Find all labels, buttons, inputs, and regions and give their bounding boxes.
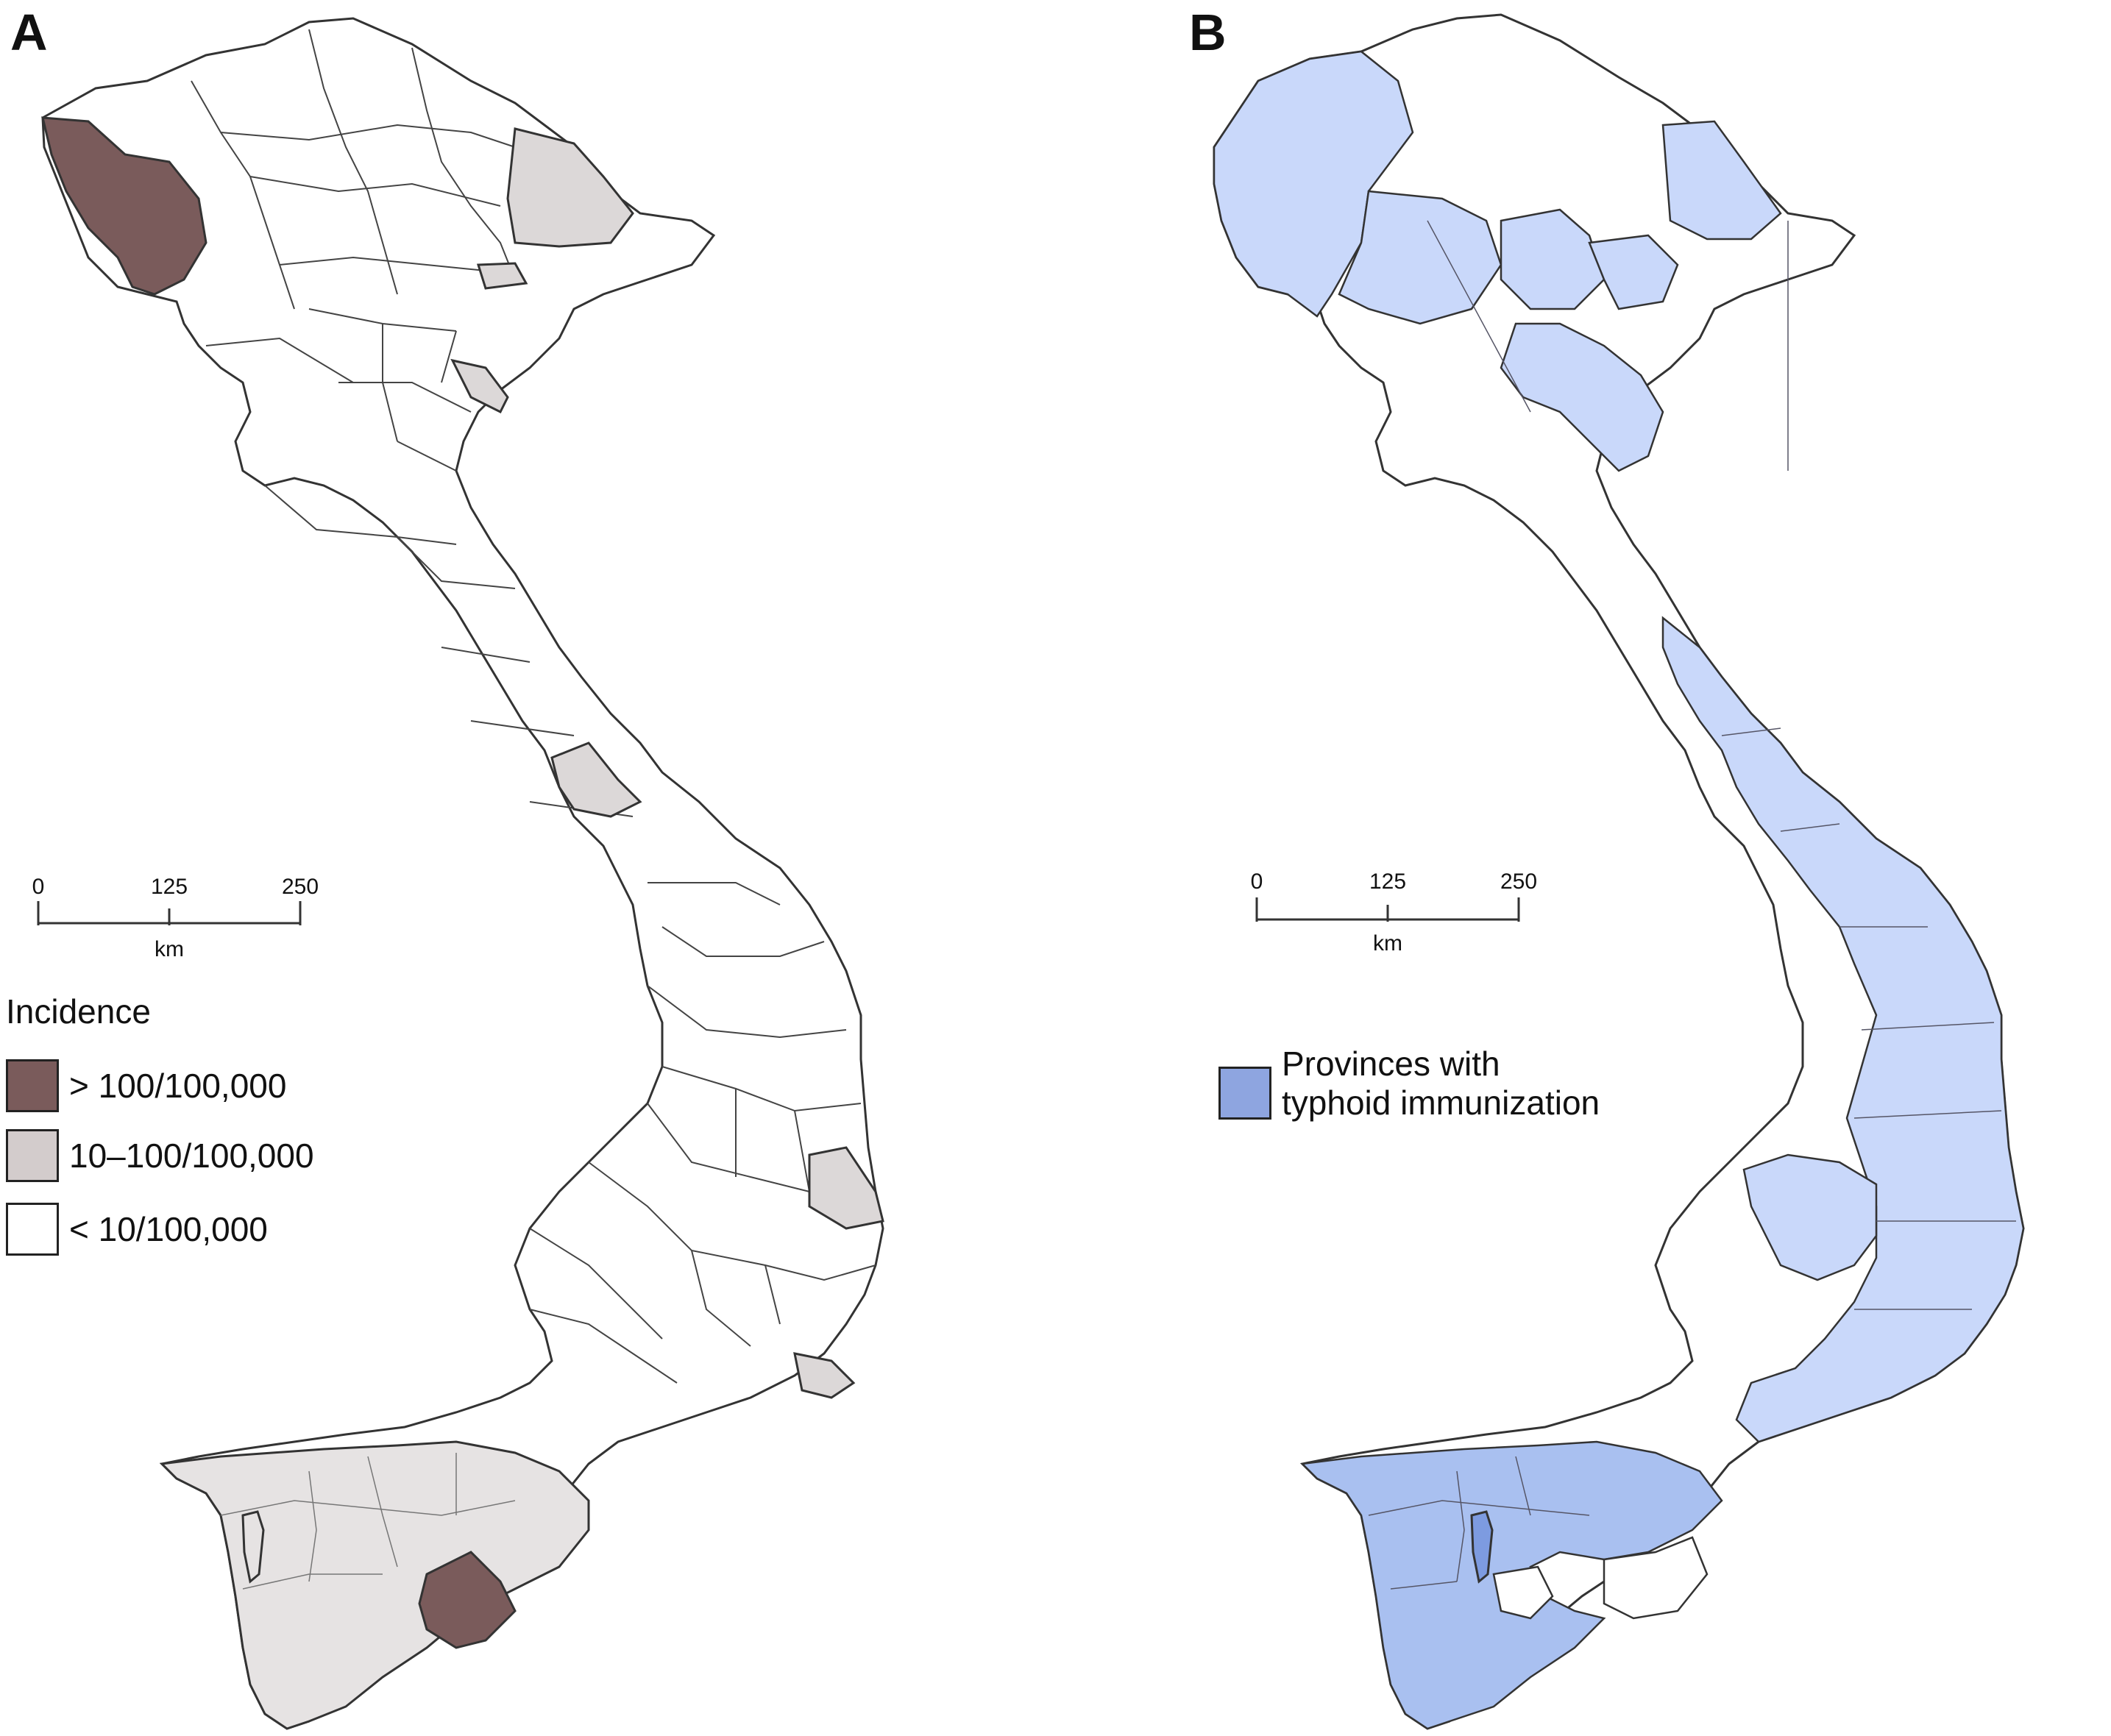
panel-b-immunization-map: B bbox=[1148, 0, 2104, 1736]
province-mid-north-3 bbox=[450, 358, 509, 414]
scale-tick-250-a: 250 bbox=[282, 875, 319, 899]
province-not-immunized-delta-1 bbox=[1603, 1536, 1709, 1620]
scale-tick-125-a: 125 bbox=[151, 875, 188, 899]
province-borders-b bbox=[1427, 220, 2016, 1310]
delta-borders-a bbox=[220, 1453, 516, 1590]
scale-tick-0-b: 0 bbox=[1251, 869, 1263, 894]
delta-borders-b bbox=[1368, 1456, 1590, 1590]
province-immunized-central-highland bbox=[1742, 1153, 1878, 1281]
legend-label-immunized-line2: typhoid immunization bbox=[1282, 1083, 1600, 1122]
province-mid-north-1 bbox=[506, 127, 634, 248]
legend-title-a: Incidence bbox=[6, 992, 151, 1031]
legend-swatch-immunized bbox=[1218, 1067, 1271, 1120]
region-mekong-delta-mid bbox=[159, 1440, 590, 1730]
scale-bar-a bbox=[37, 901, 302, 925]
legend-item-mid: 10–100/100,000 bbox=[6, 1129, 314, 1182]
scale-tick-0-a: 0 bbox=[32, 875, 45, 899]
province-not-immunized-delta-2 bbox=[1492, 1565, 1554, 1620]
province-immunized-central-coast bbox=[1661, 616, 2025, 1443]
province-immunized-northeast bbox=[1661, 120, 1782, 241]
province-high-northwest bbox=[41, 116, 207, 296]
island-phu-quoc-b bbox=[1470, 1510, 1494, 1584]
province-immunized-north-3 bbox=[1588, 234, 1679, 310]
legend-swatch-low bbox=[6, 1203, 59, 1256]
vietnam-map-b: 0 125 250 km bbox=[1213, 13, 2025, 1730]
scale-tick-125-b: 125 bbox=[1369, 869, 1406, 894]
legend-label-low: < 10/100,000 bbox=[69, 1209, 268, 1248]
panel-letter-a: A bbox=[10, 4, 48, 61]
legend-label-mid: 10–100/100,000 bbox=[69, 1136, 314, 1175]
panel-letter-b: B bbox=[1189, 4, 1227, 61]
legend-swatch-mid bbox=[6, 1129, 59, 1182]
province-high-delta bbox=[418, 1551, 517, 1649]
island-phu-quoc-a bbox=[241, 1510, 265, 1584]
scale-bar-b bbox=[1255, 897, 1520, 922]
scale-tick-250-b: 250 bbox=[1500, 869, 1537, 894]
province-immunized-north-2 bbox=[1500, 208, 1606, 310]
scale-unit-b: km bbox=[1373, 931, 1402, 956]
province-mid-central bbox=[550, 741, 642, 818]
legend-item-high: > 100/100,000 bbox=[6, 1059, 286, 1112]
vietnam-map-a: 0 125 250 km bbox=[32, 17, 884, 1730]
legend-label-high: > 100/100,000 bbox=[69, 1066, 287, 1105]
panel-a-incidence-map: A bbox=[6, 4, 884, 1730]
province-immunized-north-1 bbox=[1338, 190, 1502, 325]
province-mid-south-central-1 bbox=[808, 1146, 884, 1230]
province-mid-south-central-2 bbox=[793, 1352, 856, 1399]
legend-item-low: < 10/100,000 bbox=[6, 1203, 268, 1256]
scale-unit-a: km bbox=[155, 937, 184, 961]
legend-label-immunized: Provinces with typhoid immunization bbox=[1282, 1045, 1600, 1123]
province-borders-a bbox=[191, 29, 876, 1384]
province-immunized-northwest bbox=[1213, 50, 1414, 318]
legend-label-immunized-line1: Provinces with bbox=[1282, 1045, 1500, 1083]
legend-item-immunized: Provinces with typhoid immunization bbox=[1218, 1045, 1600, 1123]
province-mid-north-2 bbox=[476, 262, 528, 290]
legend-swatch-high bbox=[6, 1059, 59, 1112]
